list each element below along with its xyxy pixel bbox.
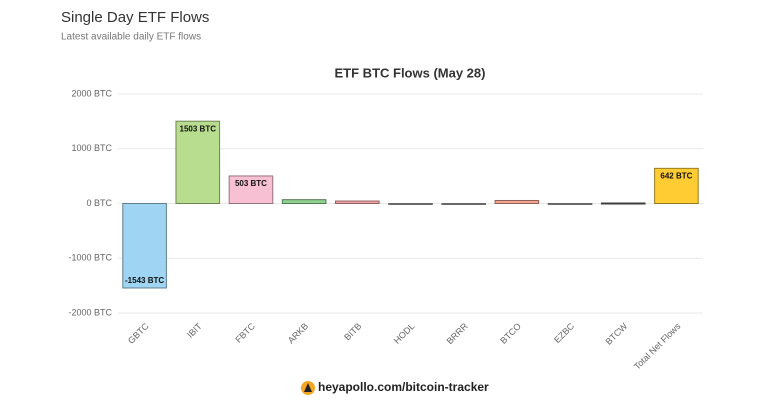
x-tick-label: Total Net Flows	[632, 321, 683, 372]
value-label: 1503 BTC	[180, 124, 217, 133]
x-tick-label: BITB	[342, 321, 363, 342]
bar	[122, 203, 167, 289]
bar	[654, 167, 699, 204]
bar	[547, 203, 593, 205]
value-label: -1543 BTC	[125, 276, 164, 285]
page-subtitle: Latest available daily ETF flows	[61, 32, 201, 43]
value-label: 642 BTC	[660, 171, 692, 180]
footer-link[interactable]: heyapollo.com/bitcoin-tracker	[318, 380, 489, 394]
x-tick-label: BTCO	[498, 321, 523, 346]
x-tick-label: EZBC	[552, 321, 576, 345]
bar	[600, 202, 646, 205]
y-tick-label: -2000 BTC	[68, 307, 112, 317]
bar	[441, 203, 486, 205]
page-title: Single Day ETF Flows	[61, 9, 209, 26]
bar	[388, 203, 433, 205]
bar	[494, 199, 540, 205]
x-tick-label: FBTC	[233, 321, 257, 345]
chart-title: ETF BTC Flows (May 28)	[335, 65, 486, 80]
value-label: 503 BTC	[235, 179, 267, 188]
bar	[335, 200, 380, 205]
y-tick-label: -1000 BTC	[68, 253, 112, 263]
footer-logo	[301, 381, 315, 395]
x-tick-label: HODL	[392, 321, 417, 346]
x-tick-label: ARKB	[286, 321, 310, 345]
y-tick-label: 0 BTC	[86, 198, 112, 208]
bar	[281, 199, 327, 204]
y-tick-label: 2000 BTC	[71, 88, 112, 98]
x-tick-label: GBTC	[126, 321, 151, 346]
bar	[228, 175, 274, 205]
y-tick-label: 1000 BTC	[71, 143, 112, 153]
x-tick-label: IBIT	[185, 321, 204, 340]
x-tick-label: BTCW	[604, 321, 630, 347]
bar	[175, 120, 221, 204]
x-tick-label: BRRR	[445, 321, 470, 346]
